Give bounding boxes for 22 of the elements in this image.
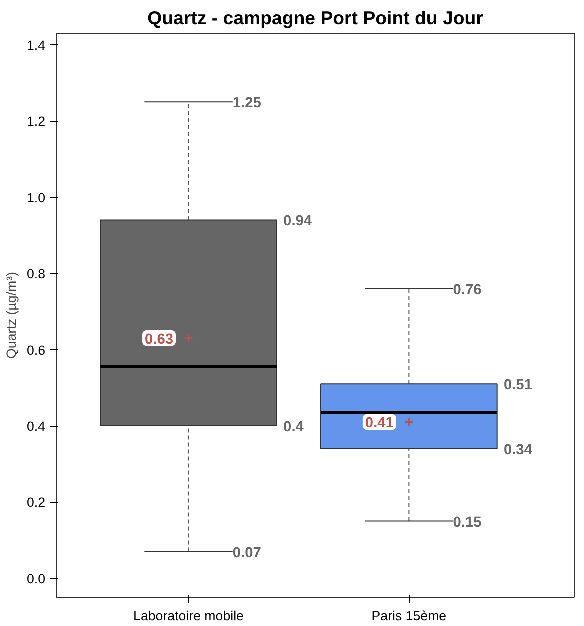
y-tick-label: 1.0 <box>26 190 46 206</box>
annotation: 0.51 <box>504 378 532 394</box>
annotation: 0.94 <box>284 214 313 230</box>
annotation: 0.76 <box>453 282 482 298</box>
annotation: 0.15 <box>453 514 482 531</box>
annotation: 0.63 <box>145 332 174 348</box>
y-tick-label: 0.4 <box>26 419 46 434</box>
y-tick-label: 0.0 <box>26 571 46 586</box>
annotation: 1.25 <box>232 96 262 112</box>
chart-title: Quartz - campagne Port Point du Jour <box>148 8 484 28</box>
annotation: 0.4 <box>284 420 305 436</box>
x-tick-label: Laboratoire mobile <box>134 608 244 624</box>
y-tick-label: 1.2 <box>26 114 46 130</box>
y-tick-label: 0.2 <box>26 495 46 510</box>
y-tick-label: 1.4 <box>26 38 46 53</box>
annotation: 0.34 <box>504 442 534 458</box>
annotation: 0.07 <box>232 545 262 562</box>
annotation: 0.41 <box>365 416 394 432</box>
y-tick-label: 0.6 <box>26 342 46 358</box>
y-axis-title: Quartz (µg/m³) <box>4 272 19 359</box>
x-tick-label: Paris 15ème <box>372 608 447 624</box>
y-tick-label: 0.8 <box>26 266 46 282</box>
